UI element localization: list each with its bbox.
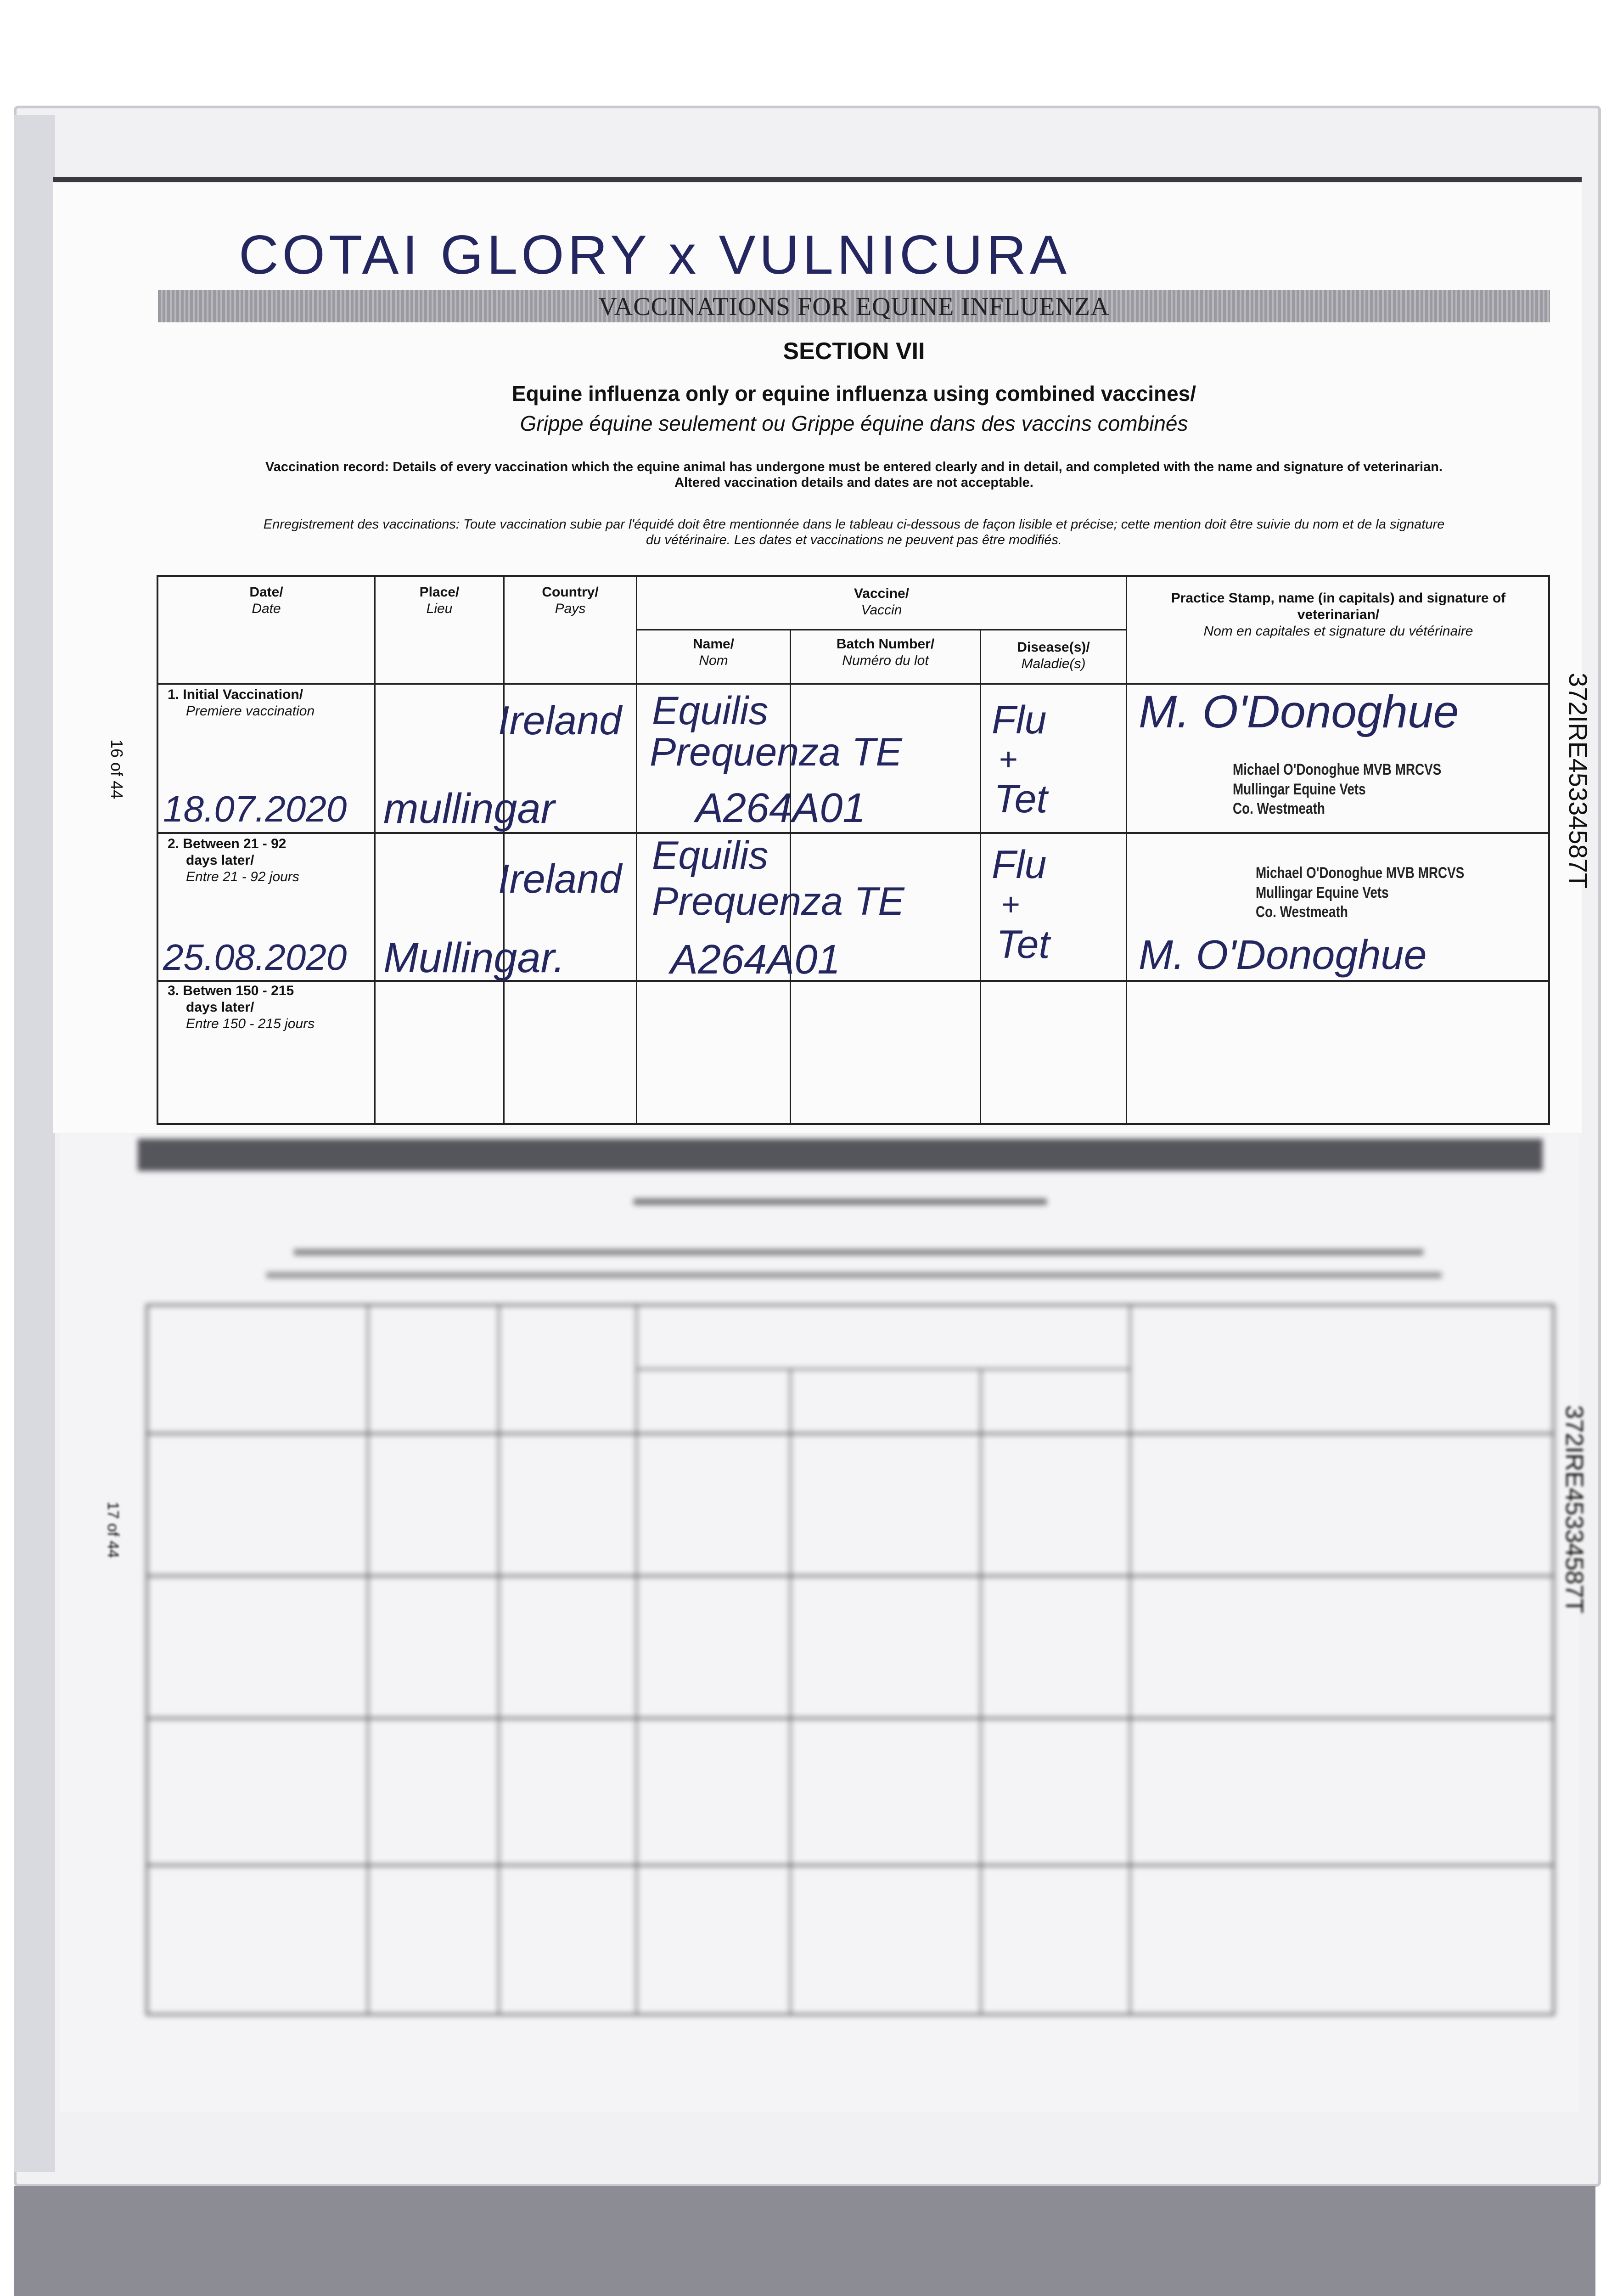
vet-signature: M. O'Donoghue <box>1139 932 1427 978</box>
subtitle-en: Equine influenza only or equine influenz… <box>511 382 1196 405</box>
vaccination-place: Mullingar. <box>383 934 565 981</box>
banner-title: VACCINATIONS FOR EQUINE INFLUENZA <box>598 293 1110 321</box>
instructions-en: Vaccination record: Details of every vac… <box>138 459 1570 490</box>
handwritten-horse-name: COTAI GLORY x VULNICURA <box>239 224 1071 286</box>
next-page-passport-id: 372IRE45334587T <box>1561 1405 1588 1614</box>
instructions-fr: Enregistrement des vaccinations: Toute v… <box>138 517 1570 548</box>
practice-stamp: Michael O'Donoghue MVB MRCVS Mullingar Eq… <box>1256 864 1465 921</box>
disease-line1: Flu <box>992 698 1047 742</box>
instructions-en-line2: Altered vaccination details and dates ar… <box>674 475 1033 490</box>
header-vaccine: Vaccine/Vaccin <box>854 586 910 618</box>
header-batch: Batch Number/Numéro du lot <box>836 636 935 668</box>
title-banner <box>158 290 1550 322</box>
next-page-number: 17 of 44 <box>104 1502 122 1558</box>
header-disease: Disease(s)/Maladie(s) <box>1017 640 1090 671</box>
instructions-en-line1: Vaccination record: Details of every vac… <box>265 460 1443 474</box>
passport-id: 372IRE45334587T <box>1564 673 1593 889</box>
disease-line1: Flu <box>992 843 1047 887</box>
page-number: 16 of 44 <box>107 739 126 799</box>
instructions-fr-line2: du vétérinaire. Les dates et vaccination… <box>646 533 1062 547</box>
row-3-label: 3. Betwen 150 - 215 days later/Entre 150 … <box>168 983 315 1031</box>
header-place: Place/Lieu <box>419 585 460 616</box>
disease-line3: Tet <box>994 777 1048 821</box>
row-1-label: 1. Initial Vaccination/Premiere vaccinat… <box>168 687 315 719</box>
disease-line2: + <box>999 741 1017 777</box>
vaccine-name-line2: Prequenza TE <box>652 879 904 923</box>
section-heading: SECTION VII <box>783 338 925 365</box>
batch-number: A264A01 <box>670 937 841 983</box>
instructions-fr-line1: Enregistrement des vaccinations: Toute v… <box>263 517 1445 532</box>
disease-line2: + <box>1001 886 1020 922</box>
subtitle-fr: Grippe équine seulement ou Grippe équine… <box>520 411 1188 435</box>
vaccination-country: Ireland <box>498 856 622 901</box>
header-country: Country/Pays <box>542 585 599 616</box>
vaccination-country: Ireland <box>498 698 622 743</box>
vaccination-date: 25.08.2020 <box>163 937 347 978</box>
header-name: Name/Nom <box>692 636 735 668</box>
scanner-edge <box>14 2186 1595 2296</box>
batch-number: A264A01 <box>696 785 866 831</box>
row-2-label: 2. Between 21 - 92 days later/Entre 21 - … <box>168 836 299 884</box>
vet-signature: M. O'Donoghue <box>1139 686 1459 737</box>
header-vet: Practice Stamp, name (in capitals) and s… <box>1171 591 1506 639</box>
disease-line3: Tet <box>996 923 1050 967</box>
passport-page-17 <box>60 1134 1579 2112</box>
practice-stamp: Michael O'Donoghue MVB MRCVS Mullingar Eq… <box>1233 761 1442 817</box>
passport-page-16 <box>53 177 1582 1133</box>
vaccination-date: 18.07.2020 <box>163 788 347 829</box>
vaccination-place: mullingar <box>383 785 555 832</box>
vaccine-name-line1: Equilis <box>652 833 769 878</box>
vaccine-name-line1: Equilis <box>652 689 769 733</box>
header-date: Date/Date <box>249 585 283 616</box>
sleeve-edge <box>14 115 55 2172</box>
vaccine-name-line2: Prequenza TE <box>650 730 902 774</box>
